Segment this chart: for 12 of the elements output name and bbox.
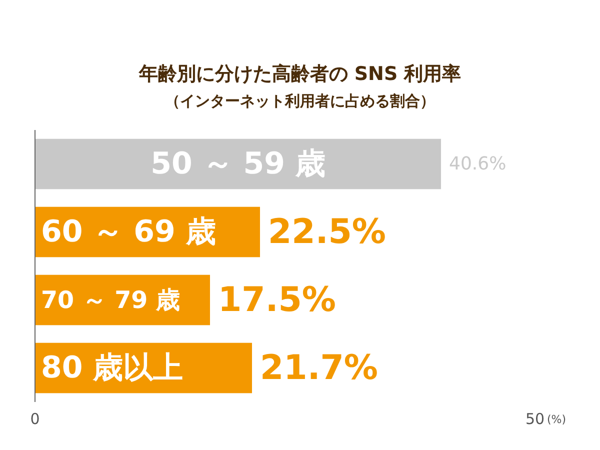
x-tick-label: 0 [30, 410, 40, 428]
x-axis-title: (%) [547, 413, 566, 426]
chart-title: 年齢別に分けた高齢者の SNS 利用率 [138, 63, 462, 85]
bar [35, 138, 441, 190]
data-label: 22.5% [268, 212, 386, 252]
chart-subtitle: （インターネット利用者に占める割合） [165, 92, 435, 110]
y-tick-label: 70 ～ 79 歳 [41, 286, 180, 314]
y-tick-label: 80 歳以上 [41, 350, 184, 386]
data-label: 17.5% [218, 280, 336, 320]
x-tick-label: 50 [525, 410, 545, 428]
y-tick-label: 60 ～ 69 歳 [41, 214, 216, 250]
data-label: 21.7% [260, 348, 378, 388]
